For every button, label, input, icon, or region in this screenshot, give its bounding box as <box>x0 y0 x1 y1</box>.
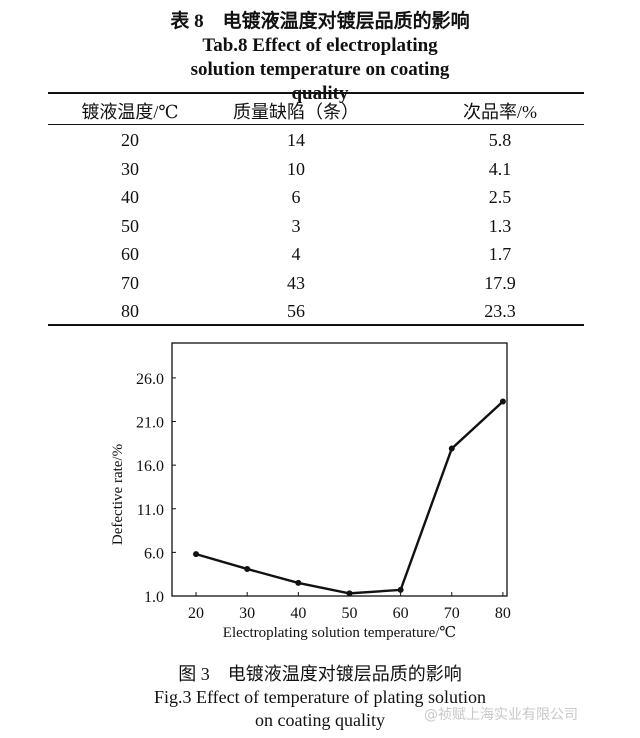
table-cell: 6 <box>291 187 301 207</box>
x-tick-label: 30 <box>239 605 255 622</box>
watermark: @祯赋上海实业有限公司 <box>424 707 578 723</box>
line-chart: 20 30 40 50 60 70 80 1.0 6.0 11.0 16.0 21.0 26.0 Elec… <box>110 342 511 641</box>
y-tick-label: 1.0 <box>144 589 164 606</box>
table-cell: 56 <box>287 301 305 321</box>
table-cell: 10 <box>287 158 305 179</box>
data-point <box>193 551 200 558</box>
table-cell: 43 <box>287 272 305 293</box>
table-top-rule <box>48 92 584 94</box>
series-line <box>195 400 504 595</box>
plot-frame <box>171 342 508 597</box>
table-cell: 17.9 <box>484 272 516 293</box>
x-tick-label: 40 <box>290 605 306 622</box>
table-cell: 1.7 <box>488 244 512 264</box>
x-tick-label: 80 <box>495 605 511 622</box>
table-cell: 4 <box>291 244 301 264</box>
table-title-cn: 表 8 电镀液温度对镀层品质的影响 <box>170 11 470 32</box>
table-cell: 40 <box>121 187 139 207</box>
figure-caption-cn: 图 3 电镀液温度对镀层品质的影响 <box>178 664 462 684</box>
table-header-cell: 镀液温度/℃ <box>81 102 179 122</box>
table-cell: 70 <box>121 272 139 293</box>
data-point <box>295 579 302 586</box>
x-tick-label: 50 <box>341 605 357 622</box>
table-header-cell: 次品率/% <box>463 102 537 122</box>
figure-caption-en: Fig.3 Effect of temperature of plating s… <box>153 687 487 730</box>
x-tick-label: 20 <box>188 605 204 622</box>
table-cell: 50 <box>121 215 139 236</box>
data-point <box>346 590 353 597</box>
data-point <box>397 586 404 593</box>
y-axis-label: Defective rate/% <box>110 444 126 545</box>
y-tick-label: 6.0 <box>144 545 164 562</box>
data-point <box>244 565 251 572</box>
x-tick-label: 60 <box>393 605 409 622</box>
table-cell: 14 <box>287 130 305 150</box>
data-point <box>448 445 455 452</box>
table-cell: 4.1 <box>488 158 512 179</box>
y-tick-label: 21.0 <box>136 415 164 432</box>
table-cell: 3 <box>291 215 301 236</box>
table-cell: 2.5 <box>488 187 512 207</box>
data-point <box>499 398 506 405</box>
table-bottom-rule <box>48 324 584 326</box>
y-tick-label: 26.0 <box>136 371 164 388</box>
table-cell: 20 <box>121 130 139 150</box>
table-header-cell: 质量缺陷（条） <box>233 102 359 122</box>
table-cell: 80 <box>121 301 139 321</box>
table-cell: 1.3 <box>488 215 512 236</box>
x-axis-label: Electroplating solution temperature/℃ <box>223 625 456 641</box>
table-cell: 30 <box>121 158 139 179</box>
y-tick-label: 16.0 <box>136 458 164 475</box>
y-tick-label: 11.0 <box>137 502 164 519</box>
x-tick-label: 70 <box>444 605 460 622</box>
table-cell: 23.3 <box>484 301 516 321</box>
table-cell: 5.8 <box>488 130 512 150</box>
table-header-rule <box>48 124 584 125</box>
table-cell: 60 <box>121 244 139 264</box>
